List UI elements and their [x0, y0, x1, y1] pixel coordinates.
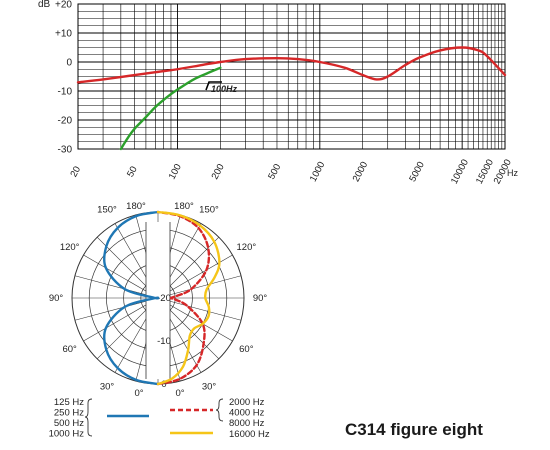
angle-label-right: 120° — [237, 242, 257, 253]
polar-spoke — [157, 275, 242, 299]
angle-label-right: 0° — [175, 388, 184, 399]
y-tick-label: +20 — [55, 0, 72, 11]
legend-left-label: 125 Hz — [54, 397, 84, 408]
polar-spoke — [83, 254, 159, 299]
angle-label-left: 60° — [62, 344, 77, 355]
polar-series-blue — [102, 210, 160, 386]
legend-right-label: 4000 Hz — [229, 408, 265, 419]
legend-left-label: 500 Hz — [54, 418, 84, 429]
legend-right-brace — [215, 398, 224, 422]
x-tick-label: 100 — [167, 162, 184, 181]
y-tick-label: +10 — [55, 29, 72, 40]
polar-spoke — [74, 297, 159, 321]
angle-label-left: 90° — [49, 293, 64, 304]
series-line-green — [119, 66, 222, 151]
center-gap — [146, 222, 170, 379]
x-tick-label: 1000 — [308, 160, 328, 184]
y-tick-label: -30 — [58, 145, 73, 156]
legend-left-label: 250 Hz — [54, 408, 84, 419]
y-axis-label: dB — [38, 0, 51, 10]
polar-series-red — [156, 210, 211, 386]
y-tick-label: 0 — [66, 58, 72, 69]
angle-label-left: 120° — [60, 242, 80, 253]
legend-right-label: 16000 Hz — [229, 429, 270, 440]
angle-label-left: 180° — [126, 201, 146, 212]
polar-series-yellow — [156, 210, 221, 386]
polar-spoke — [157, 297, 242, 321]
r-tick-label: 0 — [161, 379, 166, 390]
x-tick-label: 5000 — [407, 160, 427, 184]
y-tick-label: -10 — [58, 87, 73, 98]
angle-label-right: 60° — [239, 344, 254, 355]
legend-right-label: 8000 Hz — [229, 418, 265, 429]
angle-label-right: 30° — [202, 381, 217, 392]
angle-label-left: 30° — [100, 381, 115, 392]
x-axis-unit: Hz — [507, 168, 518, 178]
legend-right-label: 2000 Hz — [229, 397, 265, 408]
x-tick-label: 500 — [266, 162, 283, 181]
polar-spoke — [83, 297, 159, 342]
series-line-red — [76, 46, 507, 84]
r-tick-label: -10 — [157, 336, 171, 347]
angle-label-left: 0° — [134, 388, 143, 399]
x-tick-label: 20 — [68, 165, 83, 180]
legend-left-label: 1000 Hz — [49, 429, 85, 440]
polar-spoke — [157, 297, 233, 342]
x-tick-label: 200 — [210, 162, 227, 181]
legend-left-brace — [84, 398, 93, 437]
chart-title: C314 figure eight — [345, 420, 483, 439]
annotation-100hz: 100Hz — [211, 84, 238, 94]
angle-label-left: 150° — [97, 205, 117, 216]
angle-label-right: 150° — [199, 205, 219, 216]
highpass-symbol — [205, 81, 222, 91]
angle-label-right: 180° — [174, 201, 194, 212]
polar-spoke — [74, 275, 159, 299]
y-tick-label: -20 — [58, 116, 73, 127]
angle-label-right: 90° — [253, 293, 268, 304]
x-tick-label: 2000 — [351, 160, 371, 184]
x-tick-label: 50 — [125, 165, 140, 180]
r-tick-label: -20 — [157, 293, 171, 304]
x-tick-label: 10000 — [449, 158, 471, 186]
